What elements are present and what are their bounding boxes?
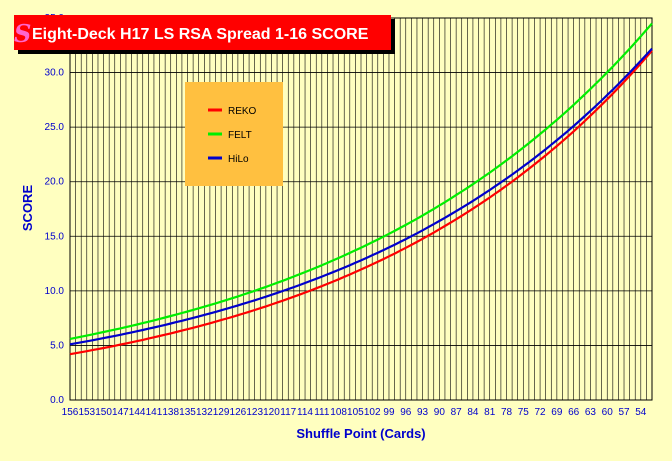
logo-icon: S <box>14 19 31 48</box>
series-line-felt <box>69 22 653 340</box>
x-tick-label: 87 <box>451 407 463 418</box>
x-tick-label: 54 <box>635 407 647 418</box>
x-tick-label: 120 <box>263 407 280 418</box>
x-tick-label: 99 <box>383 407 395 418</box>
x-tick-label: 108 <box>330 407 347 418</box>
x-tick-label: 93 <box>417 407 429 418</box>
x-tick-label: 90 <box>434 407 446 418</box>
y-tick-label: 25.0 <box>45 122 65 133</box>
svg-text:S: S <box>14 19 31 48</box>
x-tick-label: 132 <box>196 407 213 418</box>
x-tick-label: 63 <box>585 407 597 418</box>
x-tick-label: 153 <box>78 407 95 418</box>
title-box: Eight-Deck H17 LS RSA Spread 1-16 SCORE <box>14 15 395 54</box>
x-tick-label: 138 <box>162 407 179 418</box>
legend: REKO FELT HiLo <box>185 82 283 186</box>
x-tick-label: 123 <box>246 407 263 418</box>
x-tick-label: 135 <box>179 407 196 418</box>
y-tick-label: 30.0 <box>45 68 65 79</box>
x-tick-label: 105 <box>347 407 364 418</box>
x-tick-label: 96 <box>400 407 412 418</box>
y-tick-label: 15.0 <box>45 231 65 242</box>
x-tick-label: 66 <box>568 407 580 418</box>
x-tick-label: 141 <box>146 407 163 418</box>
x-tick-label: 144 <box>129 407 146 418</box>
x-tick-label: 75 <box>518 407 530 418</box>
x-axis-title: Shuffle Point (Cards) <box>296 426 425 441</box>
x-tick-labels: 156 153 150 147 144 141 138 135 132 129 126 123 120 1… <box>62 407 647 418</box>
legend-label-reko: REKO <box>228 106 257 117</box>
y-tick-labels: 0.05.010.015.020.025.030.035.0 <box>45 13 65 406</box>
legend-label-hilo: HiLo <box>228 154 249 165</box>
y-tick-label: 20.0 <box>45 177 65 188</box>
x-tick-label: 156 <box>62 407 79 418</box>
x-tick-label: 147 <box>112 407 129 418</box>
x-tick-label: 57 <box>618 407 630 418</box>
x-tick-label: 78 <box>501 407 513 418</box>
y-tick-label: 0.0 <box>50 395 64 406</box>
x-tick-label: 114 <box>297 407 313 418</box>
x-tick-label: 69 <box>551 407 563 418</box>
legend-label-felt: FELT <box>228 130 252 141</box>
x-tick-label: 102 <box>364 407 381 418</box>
series-line-hilo <box>69 47 653 346</box>
grid <box>69 17 653 401</box>
series-lines <box>69 22 653 356</box>
y-axis-title: SCORE <box>20 185 35 232</box>
x-tick-label: 81 <box>484 407 496 418</box>
x-tick-label: 150 <box>95 407 112 418</box>
x-tick-label: 126 <box>230 407 247 418</box>
y-tick-label: 10.0 <box>45 286 65 297</box>
series-line-reko <box>69 49 653 356</box>
chart-title: Eight-Deck H17 LS RSA Spread 1-16 SCORE <box>32 26 369 43</box>
x-tick-label: 129 <box>213 407 230 418</box>
x-tick-label: 84 <box>467 407 479 418</box>
x-tick-label: 117 <box>280 407 296 418</box>
x-tick-label: 111 <box>314 407 330 418</box>
x-tick-label: 72 <box>535 407 547 418</box>
x-tick-label: 60 <box>602 407 614 418</box>
y-tick-label: 5.0 <box>50 340 64 351</box>
